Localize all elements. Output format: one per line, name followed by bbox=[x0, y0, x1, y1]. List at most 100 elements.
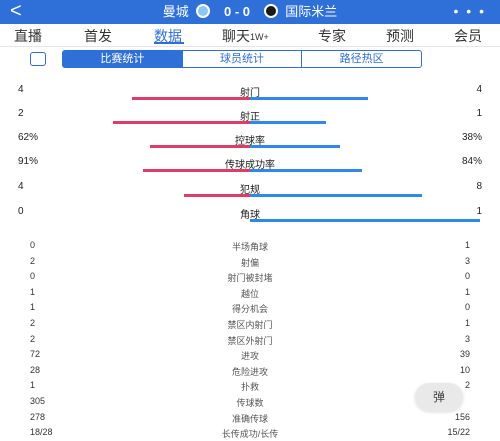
more-icon[interactable]: • • • bbox=[453, 3, 486, 19]
stat-label: 射门被封堵 bbox=[227, 273, 273, 284]
stat-label: 扑救 bbox=[240, 382, 259, 393]
away-value: 8 bbox=[476, 181, 482, 192]
away-value: 38% bbox=[461, 132, 482, 143]
segment-player-stats[interactable]: 球员统计 bbox=[183, 51, 303, 67]
home-value: 278 bbox=[30, 411, 46, 422]
score: 0 - 0 bbox=[223, 4, 250, 19]
home-value: 305 bbox=[30, 396, 46, 406]
tab-bar: 直播 首发 数据 聊天1W+ 专家 预测 会员 bbox=[0, 24, 500, 47]
away-value: 3 bbox=[464, 333, 470, 344]
stat-label: 传球数 bbox=[236, 398, 264, 408]
tab-data[interactable]: 数据 bbox=[154, 28, 182, 44]
away-value: 84% bbox=[461, 156, 482, 167]
tab-prediction[interactable]: 预测 bbox=[386, 28, 414, 44]
away-value: 1 bbox=[476, 206, 482, 217]
away-value: 39 bbox=[459, 349, 470, 360]
away-value: 0 bbox=[464, 271, 470, 282]
stat-row: 0 半场角球 1 bbox=[0, 238, 500, 254]
away-bar bbox=[250, 194, 422, 197]
active-tab-indicator bbox=[154, 42, 184, 44]
home-value: 2 bbox=[30, 333, 36, 344]
tab-lineup[interactable]: 首发 bbox=[84, 28, 112, 44]
home-value: 2 bbox=[30, 255, 36, 266]
stat-label: 禁区外射门 bbox=[227, 335, 273, 346]
away-value: 1 bbox=[476, 108, 482, 119]
stats-segment-control: 比赛统计 球员统计 路径热区 bbox=[62, 50, 422, 68]
away-team-logo bbox=[263, 4, 278, 18]
back-icon[interactable]: < bbox=[10, 0, 22, 22]
stat-bar-row: 62% 控球率 38% bbox=[0, 132, 500, 156]
stat-bar-row: 2 射正 1 bbox=[0, 108, 500, 132]
away-value: 1 bbox=[464, 318, 470, 328]
stat-bar-row: 0 角球 1 bbox=[0, 206, 500, 230]
stat-row: 278 准确传球 156 bbox=[0, 410, 500, 426]
away-bar bbox=[250, 145, 340, 148]
stat-row: 1 越位 1 bbox=[0, 285, 500, 301]
stat-label: 得分机会 bbox=[231, 304, 268, 315]
stat-row: 1 得分机会 0 bbox=[0, 300, 500, 316]
stat-label: 角球 bbox=[240, 210, 260, 221]
away-value: 15/22 bbox=[447, 427, 470, 438]
home-value: 0 bbox=[30, 240, 36, 250]
stat-row: 0 射门被封堵 0 bbox=[0, 269, 500, 285]
stat-row: 2 禁区内射门 1 bbox=[0, 316, 500, 332]
segment-heatmap[interactable]: 路径热区 bbox=[339, 53, 384, 65]
home-value: 72 bbox=[30, 349, 41, 360]
stat-label: 进攻 bbox=[240, 351, 259, 362]
tab-membership[interactable]: 会员 bbox=[454, 28, 482, 44]
home-value: 2 bbox=[30, 318, 36, 328]
tab-live[interactable]: 直播 bbox=[14, 28, 42, 44]
stat-bar-row: 4 犯规 8 bbox=[0, 181, 500, 205]
away-bar bbox=[250, 219, 480, 222]
chat-count-badge: 1W+ bbox=[250, 32, 269, 42]
away-value: 2 bbox=[464, 380, 470, 391]
tab-experts[interactable]: 专家 bbox=[318, 28, 346, 44]
stat-row: 1 扑救 2 bbox=[0, 378, 500, 394]
home-value: 28 bbox=[30, 364, 41, 375]
segment-match-stats[interactable]: 比赛统计 bbox=[63, 51, 183, 67]
away-bar bbox=[250, 121, 326, 124]
away-value: 3 bbox=[464, 255, 470, 266]
stat-bar-row: 91% 传球成功率 84% bbox=[0, 156, 500, 180]
away-value: 4 bbox=[476, 84, 482, 95]
home-team-name: 曼城 bbox=[162, 4, 189, 19]
home-value: 0 bbox=[18, 206, 24, 217]
home-bar bbox=[184, 194, 250, 197]
stat-label: 控球率 bbox=[235, 136, 265, 147]
away-value: 1 bbox=[464, 240, 470, 250]
tab-chat[interactable]: 聊天1W+ bbox=[222, 26, 269, 46]
stat-label: 长传成功/长传 bbox=[221, 429, 279, 440]
home-value: 2 bbox=[18, 108, 24, 119]
stat-label: 射正 bbox=[240, 112, 260, 123]
danmaku-button[interactable]: 弹 bbox=[415, 383, 463, 411]
home-value: 0 bbox=[30, 271, 36, 282]
stat-label: 危险进攻 bbox=[231, 366, 268, 377]
tab-chat-label: 聊天 bbox=[222, 28, 250, 44]
home-bar bbox=[143, 169, 250, 172]
share-icon[interactable] bbox=[30, 52, 46, 66]
home-value: 4 bbox=[18, 84, 24, 95]
stat-label: 射偏 bbox=[240, 257, 259, 268]
stat-row: 2 射偏 3 bbox=[0, 254, 500, 270]
away-value: 156 bbox=[454, 411, 470, 422]
stat-row: 2 禁区外射门 3 bbox=[0, 332, 500, 348]
stat-label: 准确传球 bbox=[231, 413, 268, 424]
stat-row: 305 传球数 bbox=[0, 394, 500, 410]
stat-label: 越位 bbox=[240, 288, 259, 299]
stat-label: 传球成功率 bbox=[225, 160, 275, 171]
match-header: < 曼城 0 - 0 国际米兰 • • • bbox=[0, 0, 500, 24]
home-value: 1 bbox=[30, 302, 36, 313]
home-value: 1 bbox=[30, 286, 36, 297]
away-team-name: 国际米兰 bbox=[285, 4, 338, 19]
stat-row: 18/28 长传成功/长传 15/22 bbox=[0, 425, 500, 441]
stat-row: 28 危险进攻 10 bbox=[0, 363, 500, 379]
home-value: 62% bbox=[18, 132, 39, 143]
stat-label: 禁区内射门 bbox=[227, 320, 273, 330]
home-bar bbox=[113, 121, 250, 124]
stat-label: 犯规 bbox=[240, 185, 260, 196]
away-bar bbox=[250, 169, 362, 172]
away-bar bbox=[250, 97, 368, 100]
stat-label: 射门 bbox=[240, 88, 260, 99]
stat-label: 半场角球 bbox=[231, 242, 268, 252]
home-team-logo bbox=[196, 4, 211, 18]
